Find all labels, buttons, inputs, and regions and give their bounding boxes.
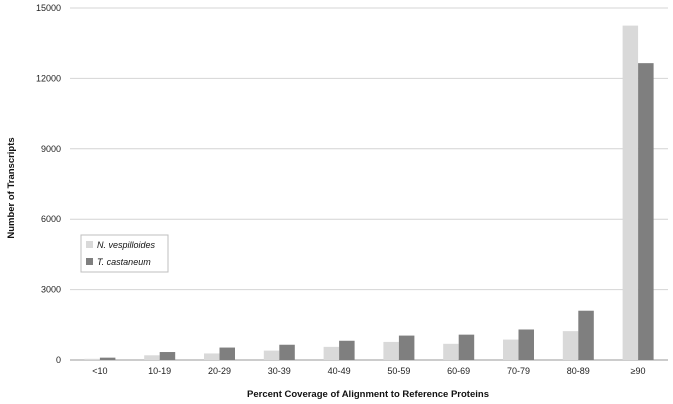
bars <box>84 25 654 360</box>
y-tick-labels: 0 3000 6000 9000 12000 15000 <box>36 3 61 365</box>
bar-n-vespilloides <box>443 343 459 360</box>
x-tick-label: 10-19 <box>148 366 171 376</box>
bar-n-vespilloides <box>263 350 280 360</box>
bar-n-vespilloides <box>383 341 399 360</box>
y-tick-label: 9000 <box>41 144 61 154</box>
bar-t-castaneum <box>339 340 355 360</box>
gridlines <box>70 7 668 361</box>
x-tick-label: 70-79 <box>507 366 530 376</box>
bar-t-castaneum <box>159 352 176 360</box>
x-tick-label: 80-89 <box>567 366 590 376</box>
x-tick-label: 60-69 <box>447 366 470 376</box>
y-tick-label: 3000 <box>41 285 61 295</box>
bar-t-castaneum <box>518 329 534 360</box>
legend-label-t-castaneum: T. castaneum <box>97 257 151 267</box>
bar-t-castaneum <box>458 334 475 360</box>
bar-n-vespilloides <box>562 331 579 360</box>
bar-n-vespilloides <box>144 355 160 360</box>
x-tick-label: 40-49 <box>328 366 351 376</box>
legend-label-n-vespilloides: N. vespilloides <box>97 240 156 250</box>
x-tick-label: 20-29 <box>208 366 231 376</box>
legend-box <box>80 234 169 273</box>
y-tick-label: 12000 <box>36 73 61 83</box>
legend-swatch-n-vespilloides <box>86 241 93 248</box>
bar-t-castaneum <box>279 344 295 360</box>
bar-t-castaneum <box>638 63 654 360</box>
bar-t-castaneum <box>578 310 594 360</box>
legend: N. vespilloides T. castaneum <box>80 234 169 273</box>
y-tick-label: 15000 <box>36 3 61 13</box>
x-axis-title: Percent Coverage of Alignment to Referen… <box>247 389 489 400</box>
bar-n-vespilloides <box>503 339 519 360</box>
bar-t-castaneum <box>99 357 116 360</box>
legend-swatch-t-castaneum <box>86 258 93 265</box>
y-tick-label: 0 <box>56 355 61 365</box>
x-tick-label: <10 <box>92 366 107 376</box>
y-tick-label: 6000 <box>41 214 61 224</box>
y-axis-title: Number of Transcripts <box>6 137 17 238</box>
bar-n-vespilloides <box>204 353 220 360</box>
bar-t-castaneum <box>219 347 235 360</box>
x-tick-label: 50-59 <box>387 366 410 376</box>
bar-n-vespilloides <box>84 358 100 360</box>
bar-n-vespilloides <box>323 346 340 360</box>
x-tick-labels: <10 10-19 20-29 30-39 40-49 50-59 60-69 70-79 80… <box>92 366 645 376</box>
x-tick-label: 30-39 <box>268 366 291 376</box>
bar-t-castaneum <box>398 335 415 360</box>
x-tick-label: ≥90 <box>631 366 646 376</box>
bar-n-vespilloides <box>622 25 639 360</box>
